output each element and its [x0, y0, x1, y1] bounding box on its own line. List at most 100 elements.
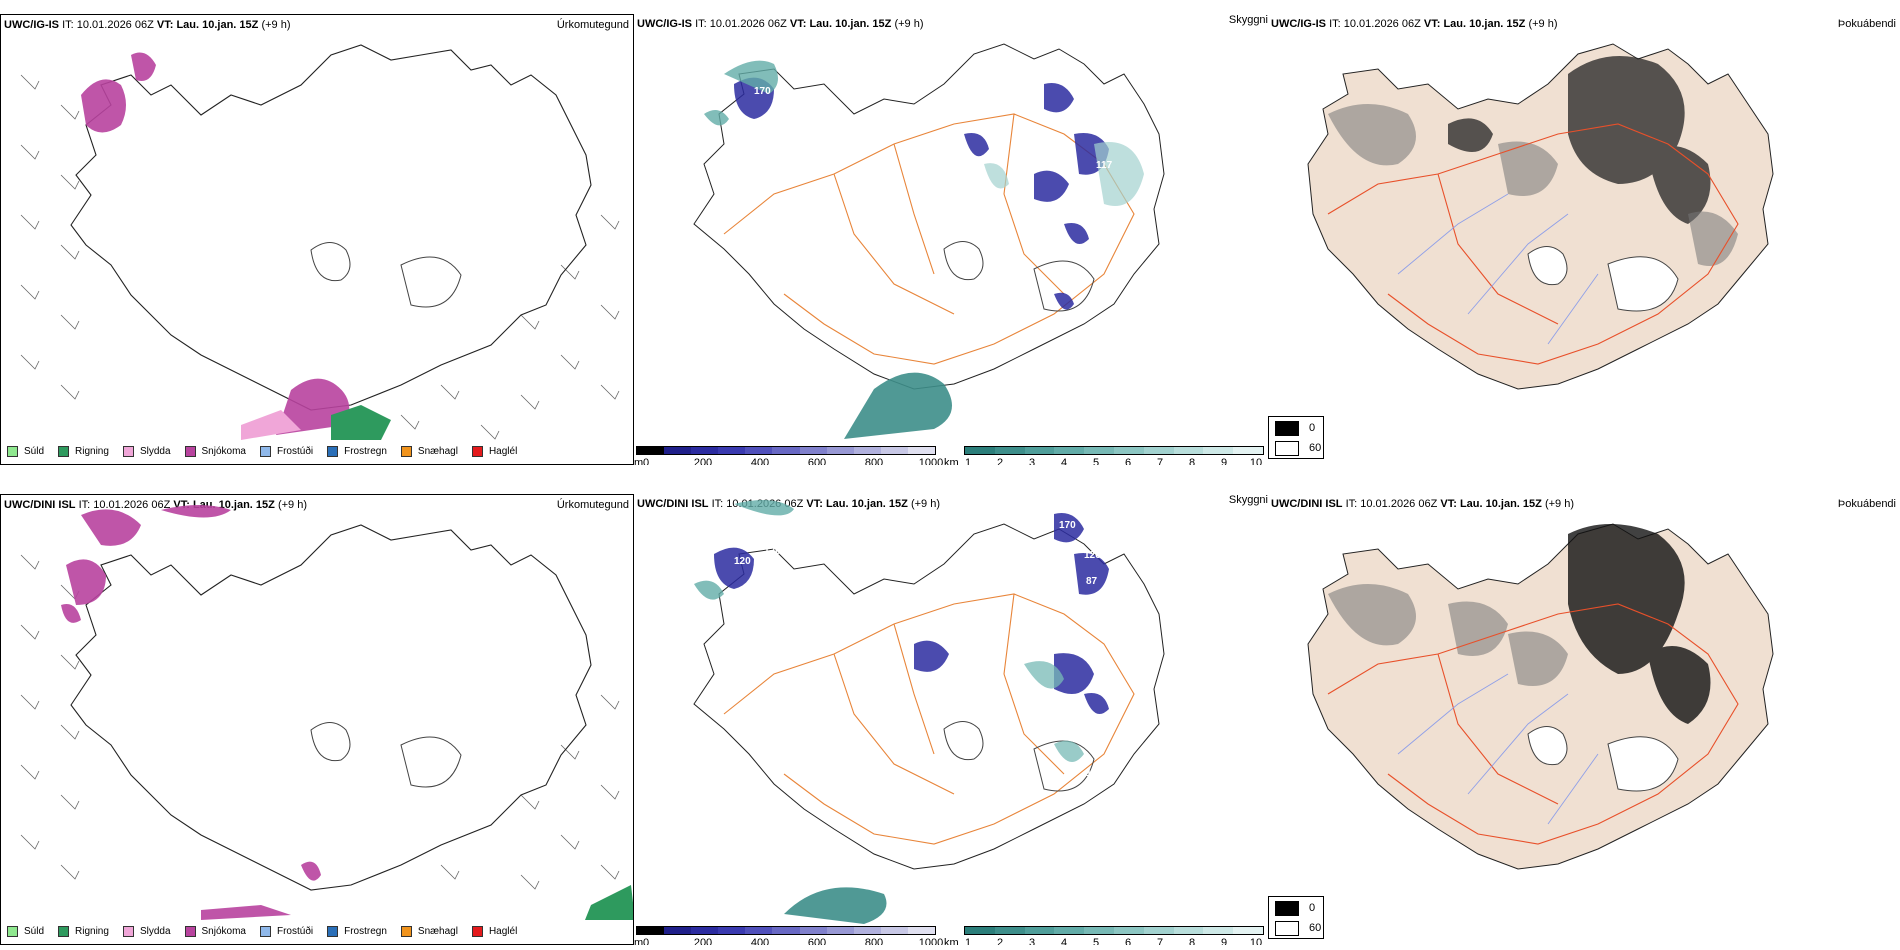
legend-swatch-frostudi [259, 445, 271, 457]
iceland-precip-map [20, 505, 633, 920]
tick: 2 [996, 457, 1004, 465]
vis-label: 63 [1034, 242, 1046, 253]
tick: 3 [1028, 937, 1036, 945]
fog-legend-label-0: 0 [1309, 902, 1316, 914]
tick: 400 [750, 457, 770, 465]
legend-item: Haglél [471, 925, 517, 937]
vis-label: 131 [1064, 706, 1081, 717]
tick: 8 [1188, 457, 1196, 465]
fog-dark [1568, 524, 1711, 724]
tick: 0 [642, 457, 650, 465]
fog-grey [1328, 584, 1568, 686]
rivers [1397, 193, 1599, 345]
vis-label: 87 [1086, 576, 1098, 587]
panel-type-label: Skyggni [1228, 494, 1268, 506]
wind-barbs [20, 554, 620, 890]
vis-label: 34 [1109, 686, 1121, 697]
visibility-m-colorbar-bottom [636, 926, 936, 935]
legend-swatch-rigning [58, 445, 70, 457]
legend-item: Rigning [58, 925, 109, 937]
vis-label: 120 [734, 556, 751, 567]
roads [723, 593, 1135, 845]
glacier [1527, 246, 1679, 312]
fog-legend-swatch-0 [1275, 901, 1299, 916]
fog-legend-bottom: 0 60 [1268, 896, 1324, 939]
roads [1327, 603, 1739, 845]
fog-legend-swatch-60 [1275, 921, 1299, 936]
glacier [310, 722, 462, 788]
tick: 10 [1249, 937, 1263, 945]
fog-legend-top: 0 60 [1268, 416, 1324, 459]
legend-item: Snjókoma [184, 925, 246, 937]
rivers [1397, 673, 1599, 825]
fog-legend-label-60: 60 [1309, 442, 1322, 454]
legend-item: Slydda [122, 445, 171, 457]
fog-legend-label-60: 60 [1309, 922, 1322, 934]
legend-item: Slydda [122, 925, 171, 937]
tick: 200 [693, 937, 713, 945]
visibility-labels-bottom: 170 120 120 126 87 162 131 159 34 [634, 494, 1268, 924]
coastline [70, 524, 592, 891]
slydda-area-south [241, 410, 301, 440]
snow-area-south [201, 861, 321, 920]
vis-label: 63 [1064, 334, 1076, 345]
legend-item: Rigning [58, 445, 109, 457]
tick: 4 [1060, 937, 1068, 945]
tick: 800 [864, 457, 884, 465]
panel-type-label: Þokuábendi [1837, 498, 1896, 510]
fog-legend-swatch-60 [1275, 441, 1299, 456]
legend-item: Súld [7, 445, 44, 457]
km-unit: km [944, 457, 959, 465]
rain-area-south [331, 405, 391, 440]
fog-panel-top: UWC/IG-IS IT: 10.01.2026 06Z VT: Lau. 10… [1268, 14, 1900, 465]
vis-label: 159 [1086, 768, 1103, 779]
glacier [943, 721, 1095, 792]
visibility-labels-top: 170 87 152 106 117 111 63 63 [634, 14, 1268, 444]
legend-swatch-sudd [7, 445, 18, 457]
legend-swatch-snaehagl [400, 925, 412, 937]
tick: 9 [1220, 937, 1228, 945]
tick: 1000 [918, 937, 944, 945]
vis-label: 162 [964, 702, 981, 713]
low-vis-northwest [714, 547, 754, 589]
glacier [1527, 726, 1679, 792]
precip-legend-bottom: Súld Rigning Slydda Snjókoma Frostúði Fr… [7, 923, 531, 939]
legend-item: Haglél [471, 445, 517, 457]
vis-label: 120 [764, 546, 781, 557]
legend-item: Frostregn [327, 925, 387, 937]
fog-panel-bottom: UWC/DINI ISL IT: 10.01.2026 06Z VT: Lau.… [1268, 494, 1900, 945]
low-vis-south [784, 887, 887, 924]
tick: 800 [864, 937, 884, 945]
panel-title: UWC/IG-IS IT: 10.01.2026 06Z VT: Lau. 10… [1271, 18, 1558, 30]
legend-swatch-frostregn [327, 925, 339, 937]
legend-swatch-rigning [58, 925, 70, 937]
legend-swatch-haglel [471, 445, 483, 457]
legend-swatch-snjokoma [184, 925, 196, 937]
tick: 1000 [918, 457, 944, 465]
iceland-visibility-map [693, 500, 1165, 924]
tick: 6 [1124, 937, 1132, 945]
panel-type-label: Skyggni [1228, 14, 1268, 26]
roads [1327, 123, 1739, 365]
panel-type-label: Úrkomutegund [556, 19, 629, 31]
panel-type-label: Úrkomutegund [556, 499, 629, 511]
fog-legend-swatch-0 [1275, 421, 1299, 436]
vis-label: 170 [1059, 520, 1076, 531]
snow-area-northwest [81, 52, 156, 133]
tick: 10 [1249, 457, 1263, 465]
legend-swatch-snjokoma [184, 445, 196, 457]
tick: 5 [1092, 937, 1100, 945]
iceland-fog-map [1307, 43, 1774, 390]
precip-type-panel-bottom: UWC/DINI ISL IT: 10.01.2026 06Z VT: Lau.… [0, 494, 634, 945]
fog-legend-label-0: 0 [1309, 422, 1316, 434]
glacier [310, 242, 462, 308]
precip-legend-top: Súld Rigning Slydda Snjókoma Frostúði Fr… [7, 443, 531, 459]
iceland-fog-map [1307, 523, 1774, 870]
panel-title: UWC/IG-IS IT: 10.01.2026 06Z VT: Lau. 10… [4, 19, 291, 31]
km-unit: km [944, 937, 959, 945]
low-vis-northeast [914, 513, 1109, 714]
legend-item: Snjókoma [184, 445, 246, 457]
vis-label: 111 [1042, 217, 1058, 228]
tick: 600 [807, 457, 827, 465]
legend-swatch-slydda [122, 445, 134, 457]
